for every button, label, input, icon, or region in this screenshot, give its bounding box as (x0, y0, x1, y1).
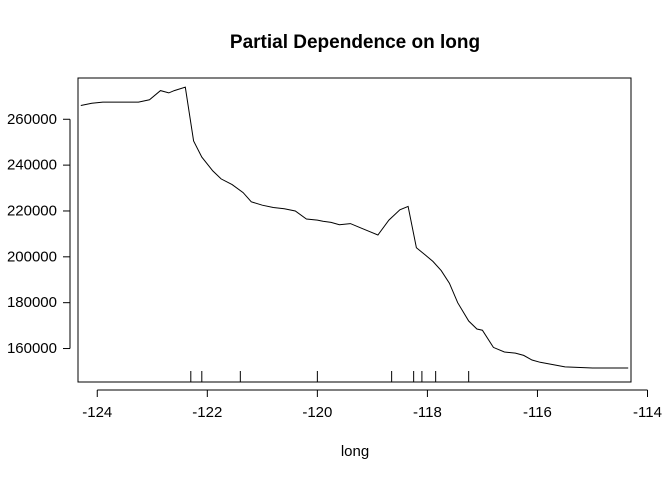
x-axis: -124 -122 -120 -118 -116 -114 (82, 389, 662, 421)
y-tick-label: 200000 (7, 248, 57, 265)
series-group (80, 86, 629, 369)
y-tick-label: 220000 (7, 202, 57, 219)
rug-marks (190, 371, 470, 382)
x-tick-label: -114 (633, 404, 662, 421)
x-tick-label: -118 (413, 404, 442, 421)
plot-frame (77, 77, 632, 383)
chart-title: Partial Dependence on long (230, 32, 480, 53)
x-tick-label: -116 (523, 404, 552, 421)
y-tick-label: 180000 (7, 294, 57, 311)
x-tick-label: -122 (192, 404, 222, 421)
y-tick-label: 160000 (7, 340, 57, 357)
y-tick-label: 240000 (7, 157, 57, 174)
x-axis-label: long (341, 443, 369, 460)
series-line (80, 86, 629, 369)
y-tick-label: 260000 (7, 111, 57, 128)
y-axis: 160000 180000 200000 220000 240000 260000 (7, 111, 71, 357)
x-tick-label: -120 (302, 404, 332, 421)
x-tick-label: -124 (82, 404, 112, 421)
